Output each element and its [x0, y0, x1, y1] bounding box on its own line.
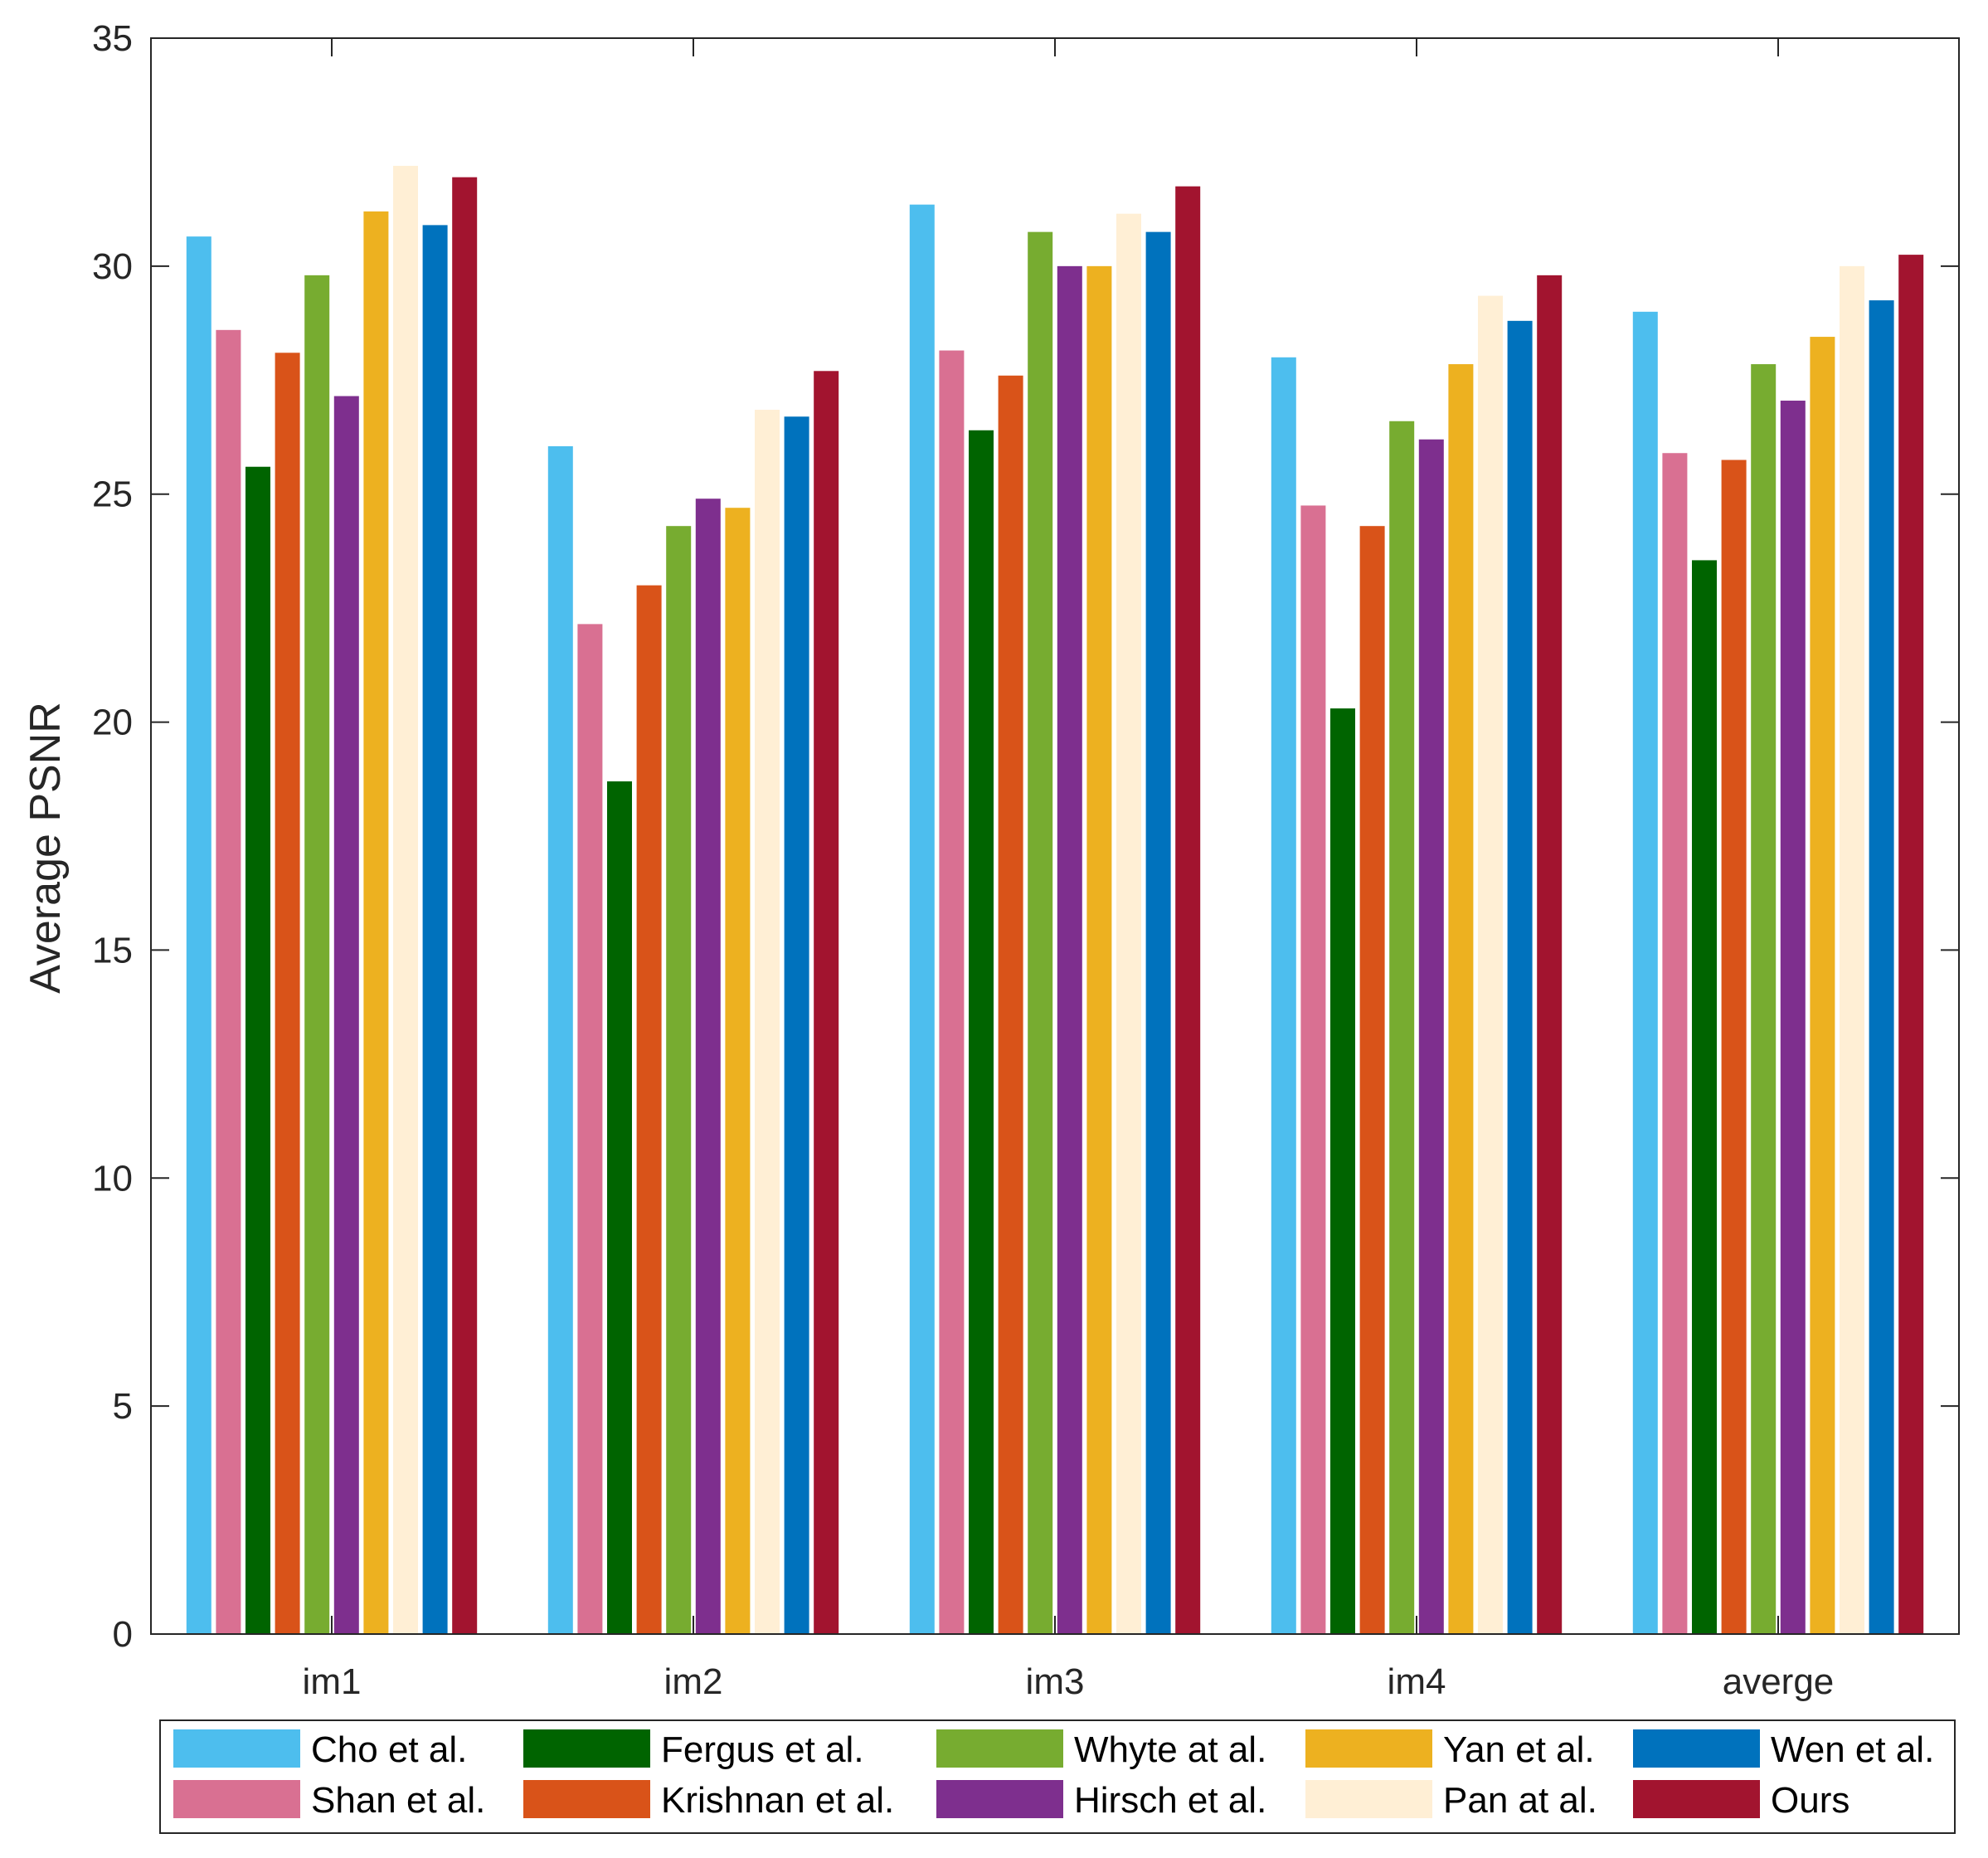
bar-im1-whyte-at-al [304, 275, 330, 1635]
legend-swatch-hirsch-et-al [936, 1780, 1063, 1818]
bar-im1-yan-et-al [363, 211, 389, 1634]
bar-im3-ours [1175, 186, 1201, 1634]
legend-label-pan-at-al: Pan at al. [1443, 1780, 1597, 1821]
x-tick-label-averge: averge [1723, 1661, 1835, 1702]
bar-averge-fergus-et-al [1692, 560, 1717, 1635]
legend-label-fergus-et-al: Fergus et al. [661, 1729, 864, 1770]
bar-im1-wen-et-al [422, 225, 448, 1634]
legend-swatch-shan-et-al [173, 1780, 300, 1818]
legend-swatch-yan-et-al [1305, 1729, 1432, 1768]
y-tick-label: 0 [113, 1614, 133, 1655]
bar-im4-krishnan-et-al [1359, 526, 1385, 1635]
bar-im3-hirsch-et-al [1057, 265, 1082, 1634]
bar-im4-ours [1537, 275, 1563, 1635]
x-tick-label-im4: im4 [1388, 1661, 1446, 1702]
legend-label-wen-et-al: Wen et al. [1771, 1729, 1934, 1770]
bar-averge-hirsch-et-al [1780, 401, 1806, 1634]
x-tick-label-im2: im2 [664, 1661, 723, 1702]
bar-im2-yan-et-al [725, 508, 751, 1635]
bar-averge-pan-at-al [1840, 265, 1864, 1634]
x-tick-label-im3: im3 [1026, 1661, 1085, 1702]
legend-label-cho-et-al: Cho et al. [311, 1729, 467, 1770]
bar-averge-wen-et-al [1869, 300, 1894, 1635]
y-tick-label: 25 [92, 474, 133, 515]
bar-averge-ours [1898, 255, 1924, 1634]
bar-im3-yan-et-al [1086, 265, 1112, 1634]
bar-im1-ours [452, 177, 478, 1634]
bar-im1-shan-et-al [216, 329, 241, 1634]
legend-label-krishnan-et-al: Krishnan et al. [661, 1780, 894, 1821]
y-tick-label: 20 [92, 703, 133, 743]
bar-im1-krishnan-et-al [275, 353, 300, 1634]
legend-label-yan-et-al: Yan et al. [1443, 1729, 1595, 1770]
legend-swatch-ours [1633, 1780, 1760, 1818]
bar-im4-yan-et-al [1448, 364, 1474, 1634]
x-axis-ticks: im1 im2 im3 im4 averge [303, 38, 1835, 1702]
bar-im2-cho-et-al [547, 445, 573, 1634]
bar-im3-krishnan-et-al [998, 375, 1023, 1634]
legend-label-shan-et-al: Shan et al. [311, 1780, 485, 1821]
y-tick-label: 30 [92, 246, 133, 287]
bar-im2-shan-et-al [577, 624, 603, 1634]
bar-im3-wen-et-al [1145, 231, 1171, 1634]
legend-label-hirsch-et-al: Hirsch et al. [1074, 1780, 1266, 1821]
legend-swatch-whyte-at-al [936, 1729, 1063, 1768]
bar-im3-pan-at-al [1116, 213, 1141, 1634]
bar-group [186, 165, 1924, 1635]
legend: Cho et al. Fergus et al. Whyte at al. Yan e… [159, 1719, 1956, 1834]
bar-im4-cho-et-al [1271, 357, 1296, 1634]
bar-averge-shan-et-al [1662, 453, 1688, 1634]
bar-im4-fergus-et-al [1330, 708, 1355, 1634]
bar-im4-shan-et-al [1300, 505, 1326, 1635]
bar-im2-hirsch-et-al [695, 499, 721, 1635]
legend-swatch-pan-at-al [1305, 1780, 1432, 1818]
bar-im3-shan-et-al [939, 350, 965, 1634]
legend-swatch-cho-et-al [173, 1729, 300, 1768]
y-tick-label: 5 [113, 1386, 133, 1427]
y-axis-label: Average PSNR [22, 702, 70, 994]
bar-averge-cho-et-al [1632, 311, 1658, 1635]
bar-im3-fergus-et-al [969, 430, 994, 1634]
bar-im1-cho-et-al [186, 236, 211, 1634]
bar-im1-pan-at-al [393, 165, 418, 1634]
bar-im1-fergus-et-al [245, 466, 270, 1634]
bar-im4-hirsch-et-al [1418, 439, 1444, 1634]
x-tick-label-im1: im1 [303, 1661, 362, 1702]
y-tick-label: 15 [92, 930, 133, 970]
legend-swatch-fergus-et-al [523, 1729, 650, 1768]
bar-averge-whyte-at-al [1751, 364, 1777, 1634]
y-axis-ticks: 0 5 10 15 20 25 30 35 [92, 18, 1959, 1655]
bar-im1-hirsch-et-al [333, 396, 359, 1634]
bar-im2-fergus-et-al [607, 781, 632, 1634]
y-tick-label: 35 [92, 18, 133, 59]
y-tick-label: 10 [92, 1158, 133, 1199]
bar-im3-whyte-at-al [1028, 231, 1053, 1634]
bar-im2-krishnan-et-al [636, 585, 662, 1635]
bar-im3-cho-et-al [909, 204, 935, 1634]
bar-averge-yan-et-al [1810, 337, 1835, 1634]
bar-im4-pan-at-al [1478, 295, 1503, 1635]
bar-im2-wen-et-al [784, 416, 809, 1634]
bar-im4-wen-et-al [1507, 320, 1533, 1634]
bar-averge-krishnan-et-al [1721, 460, 1747, 1634]
bar-im2-whyte-at-al [666, 526, 692, 1635]
bar-im4-whyte-at-al [1389, 421, 1415, 1634]
legend-swatch-krishnan-et-al [523, 1780, 650, 1818]
legend-label-ours: Ours [1771, 1780, 1849, 1821]
axes [150, 37, 1960, 1635]
bar-im2-ours [814, 371, 839, 1634]
plot-frame [150, 37, 1960, 1635]
legend-label-whyte-at-al: Whyte at al. [1074, 1729, 1266, 1770]
bar-im2-pan-at-al [755, 410, 780, 1634]
legend-swatch-wen-et-al [1633, 1729, 1760, 1768]
